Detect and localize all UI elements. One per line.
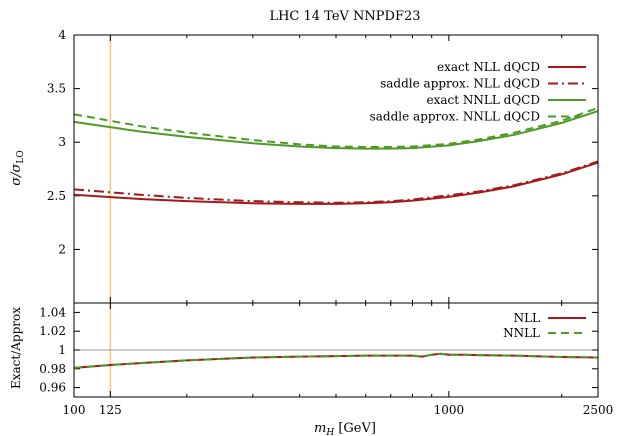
main-y-axis-label-text: σ/σ [9,162,24,185]
x-axis-label-subscript: H [325,428,334,436]
ratio-y-tick-label: 1.04 [39,305,66,319]
main-series-line-1 [73,161,599,205]
main-series-line-2 [73,160,599,204]
ratio-legend-label-2: NNLL [503,326,540,340]
ratio-y-tick-label: 1.02 [39,324,66,338]
ratio-y-tick-label: 0.96 [39,381,66,395]
main-y-tick-label: 2 [58,242,66,256]
main-y-axis-label: σ/σLO [9,150,26,186]
main-y-tick-label: 3.5 [47,82,66,96]
ratio-plot-frame [73,302,599,398]
main-series-line-3 [73,110,599,150]
main-plot-frame [73,34,599,304]
x-tick-label: 1000 [434,403,465,417]
x-tick-label: 2500 [583,403,614,417]
main-y-tick-label: 4 [58,28,66,42]
main-legend-label-4: saddle approx. NNLL dQCD [370,110,540,124]
ratio-y-axis-label: Exact/Approx [9,307,23,389]
main-y-tick-label: 2.5 [47,189,66,203]
main-y-axis-label-subscript: LO [16,150,26,163]
x-axis-label: mH [GeV] [314,421,376,436]
chart-title: LHC 14 TeV NNPDF23 [269,9,420,24]
x-axis-label-unit: [GeV] [334,421,376,436]
main-legend-label-1: exact NLL dQCD [437,60,540,74]
main-panel: 2 2.5 3 3.5 4 exact NLL dQCD saddle approx. NL… [47,28,599,304]
ratio-y-tick-label: 1 [58,343,66,357]
main-legend-label-3: exact NNLL dQCD [427,93,540,107]
ratio-series-line-2 [73,352,599,369]
x-tick-label: 125 [99,403,122,417]
ratio-legend-label-1: NLL [514,311,540,325]
main-y-tick-label: 3 [58,135,66,149]
x-axis-label-main: m [314,421,326,436]
main-series-line-4 [73,106,599,149]
main-legend-label-2: saddle approx. NLL dQCD [380,77,540,91]
ratio-y-tick-label: 0.98 [39,362,66,376]
x-tick-label: 100 [63,403,86,417]
